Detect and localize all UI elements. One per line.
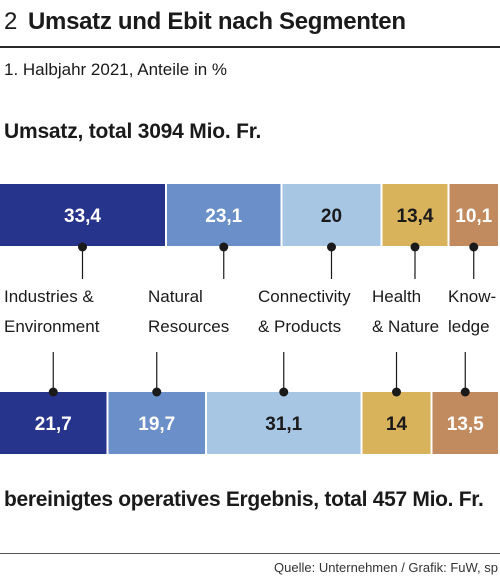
title-rule (0, 46, 500, 48)
ebit-connector-dot (152, 387, 162, 397)
ebit-connector-dot (392, 387, 401, 397)
chart-title: Umsatz und Ebit nach Segmenten (28, 8, 406, 35)
category-label: Industries & (4, 287, 94, 306)
category-label: Connectivity (258, 287, 351, 306)
category-label: Health (372, 287, 421, 306)
revenue-connector-dot (410, 242, 420, 252)
revenue-value-label: 13,4 (397, 206, 434, 227)
footer-rule (0, 553, 500, 554)
category-label: Environment (4, 317, 100, 336)
revenue-value-label: 33,4 (64, 206, 101, 227)
revenue-connector-dot (219, 242, 229, 252)
revenue-bar-segment (449, 184, 498, 246)
revenue-notch-marker (12, 246, 32, 255)
revenue-series-title: Umsatz, total 3094 Mio. Fr. (4, 120, 262, 143)
ebit-bar-segment (362, 392, 431, 454)
revenue-connector-dot (78, 242, 87, 252)
revenue-bar-segment (0, 184, 165, 246)
source-note: Quelle: Unternehmen / Grafik: FuW, sp (274, 560, 498, 575)
revenue-bar-segment (382, 184, 448, 246)
category-label: Resources (148, 317, 229, 336)
ebit-value-label: 19,7 (138, 414, 175, 435)
category-label: Know- (448, 287, 496, 306)
chart-subtitle: 1. Halbjahr 2021, Anteile in % (4, 60, 228, 79)
ebit-notch-marker (12, 454, 32, 462)
ebit-value-label: 31,1 (265, 414, 302, 435)
revenue-value-label: 20 (321, 206, 342, 227)
ebit-connector-dot (460, 387, 470, 397)
ebit-value-label: 21,7 (35, 414, 72, 435)
ebit-series-title: bereinigtes operatives Ergebnis, total 4… (4, 488, 484, 511)
category-label: & Nature (372, 317, 439, 336)
category-label: Natural (148, 287, 203, 306)
revenue-connector-dot (469, 242, 479, 252)
revenue-value-label: 10,1 (455, 206, 492, 227)
ebit-bar-segment (207, 392, 361, 454)
ebit-value-label: 14 (386, 414, 408, 435)
revenue-bar-segment (167, 184, 281, 246)
ebit-bar-segment (0, 392, 107, 454)
figure-number: 2 (4, 8, 18, 35)
revenue-bar-segment (282, 184, 381, 246)
ebit-value-label: 13,5 (447, 414, 484, 435)
category-label: ledge (448, 317, 490, 336)
ebit-bar-segment (108, 392, 205, 454)
revenue-connector-dot (327, 242, 336, 252)
category-label: & Products (258, 317, 341, 336)
revenue-value-label: 23,1 (205, 206, 242, 227)
ebit-connector-dot (279, 387, 289, 397)
ebit-bar-segment (432, 392, 498, 454)
ebit-connector-dot (48, 387, 58, 397)
